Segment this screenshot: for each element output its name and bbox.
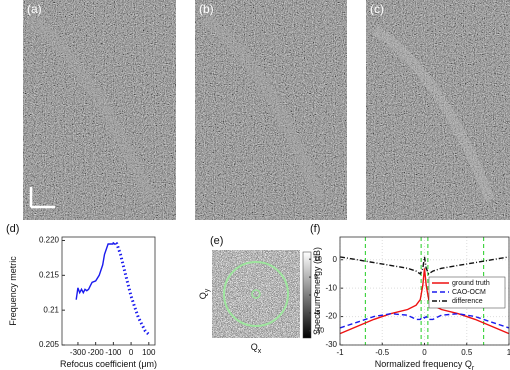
image-c xyxy=(366,0,510,220)
plot-frame xyxy=(61,236,156,346)
series-line xyxy=(339,312,510,329)
colorbar-tick-label: -5 xyxy=(314,310,320,317)
panel-label: (b) xyxy=(199,2,214,16)
series-line xyxy=(339,256,510,275)
y-tick-label: 0.215 xyxy=(39,270,60,279)
x-axis-label: Normalized frequency Qr xyxy=(375,359,475,370)
panel-label: (d) xyxy=(6,223,19,235)
colorbar-tick-label: 5 xyxy=(314,274,318,281)
y-axis-label: Qy xyxy=(198,288,210,299)
panel-label: (f) xyxy=(310,223,320,235)
series-line xyxy=(112,239,150,336)
x-tick-label: 100 xyxy=(142,348,156,357)
y-tick-label: -10 xyxy=(325,283,337,292)
panel-label: (a) xyxy=(27,2,42,16)
x-tick-label: 0 xyxy=(129,348,134,357)
colorbar-tick-label: 10 xyxy=(314,256,322,263)
x-axis-label: Qx xyxy=(251,342,262,354)
colorbar-tick-label: -10 xyxy=(314,328,324,335)
y-axis-label-main: Q xyxy=(198,292,208,299)
x-axis-label: Refocus coefficient (μm) xyxy=(60,359,157,369)
y-axis-label: Frequency metric xyxy=(8,256,18,326)
y-tick-label: -30 xyxy=(325,340,337,349)
series-line xyxy=(339,268,510,335)
y-axis-label: Spectrum energy (dB) xyxy=(312,247,322,335)
image-e xyxy=(212,250,300,338)
y-axis-label-main: Frequency metric xyxy=(8,256,18,326)
x-tick-label: 1 xyxy=(507,348,510,357)
x-tick-label: 0.5 xyxy=(461,348,473,357)
y-tick-label: 0.220 xyxy=(39,236,60,245)
x-tick-label: -1 xyxy=(336,348,344,357)
x-axis-label-sub: x xyxy=(258,348,262,355)
y-tick-label: 0.205 xyxy=(39,340,60,349)
image-b xyxy=(195,0,347,220)
colorbar-tick-label: 0 xyxy=(314,292,318,299)
y-tick-label: -20 xyxy=(325,312,337,321)
legend-label: ground truth xyxy=(452,280,490,287)
y-axis-label-sub: y xyxy=(204,288,211,292)
x-tick-label: -100 xyxy=(105,348,122,357)
panel-label: (e) xyxy=(210,235,223,247)
x-tick-label: -300 xyxy=(70,348,87,357)
x-axis-label-sub: r xyxy=(472,365,475,370)
legend-label: CAO-OCM xyxy=(452,289,486,296)
x-tick-label: 0 xyxy=(422,348,427,357)
x-axis-label-main: Refocus coefficient (μm) xyxy=(60,359,157,369)
image-a xyxy=(23,0,176,220)
panel-label: (c) xyxy=(370,2,384,16)
x-tick-label: -0.5 xyxy=(375,348,389,357)
y-axis-label-main: Spectrum energy (dB) xyxy=(312,247,322,335)
legend-label: difference xyxy=(452,298,483,305)
plot-frame xyxy=(339,236,510,346)
x-axis-label-main: Q xyxy=(251,342,258,352)
x-axis-label-main: Normalized frequency Q xyxy=(375,359,472,369)
y-tick-label: 0.21 xyxy=(43,305,59,314)
y-tick-label: 0 xyxy=(333,255,338,264)
x-tick-label: -200 xyxy=(88,348,105,357)
series-line xyxy=(75,243,114,300)
